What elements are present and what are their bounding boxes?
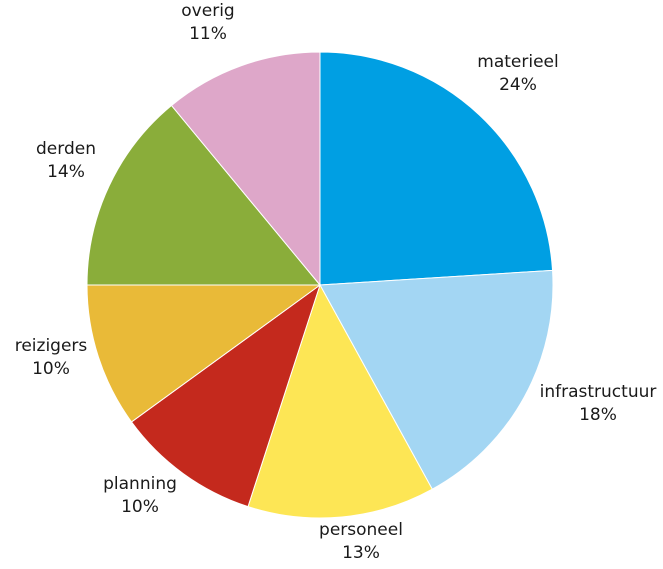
slice-value-derden: 14% xyxy=(47,162,85,182)
pie-labels: materieel 24% infrastructuur 18% personeel 13… xyxy=(15,1,657,563)
slice-label-planning: planning xyxy=(103,474,177,494)
pie-slice-personeel xyxy=(247,283,433,519)
slice-value-overig: 11% xyxy=(189,24,227,44)
pie-slice-reizigers xyxy=(86,284,322,423)
slice-label-infrastructuur: infrastructuur xyxy=(540,382,657,402)
pie-slice-derden xyxy=(86,104,322,286)
slice-label-overig: overig xyxy=(181,1,234,21)
slice-label-personeel: personeel xyxy=(319,520,403,540)
slice-value-planning: 10% xyxy=(121,497,159,517)
slice-value-materieel: 24% xyxy=(499,75,537,95)
slice-label-derden: derden xyxy=(36,139,96,159)
slice-label-reizigers: reizigers xyxy=(15,336,88,356)
pie-slice-infrastructuur xyxy=(319,269,554,490)
pie-slice-overig xyxy=(170,51,321,287)
slice-value-infrastructuur: 18% xyxy=(579,405,617,425)
pie-slices xyxy=(86,51,554,519)
slice-value-personeel: 13% xyxy=(342,543,380,563)
slice-value-reizigers: 10% xyxy=(32,359,70,379)
pie-slice-materieel xyxy=(319,51,554,286)
slice-label-materieel: materieel xyxy=(477,52,558,72)
pie-slice-planning xyxy=(130,283,321,508)
